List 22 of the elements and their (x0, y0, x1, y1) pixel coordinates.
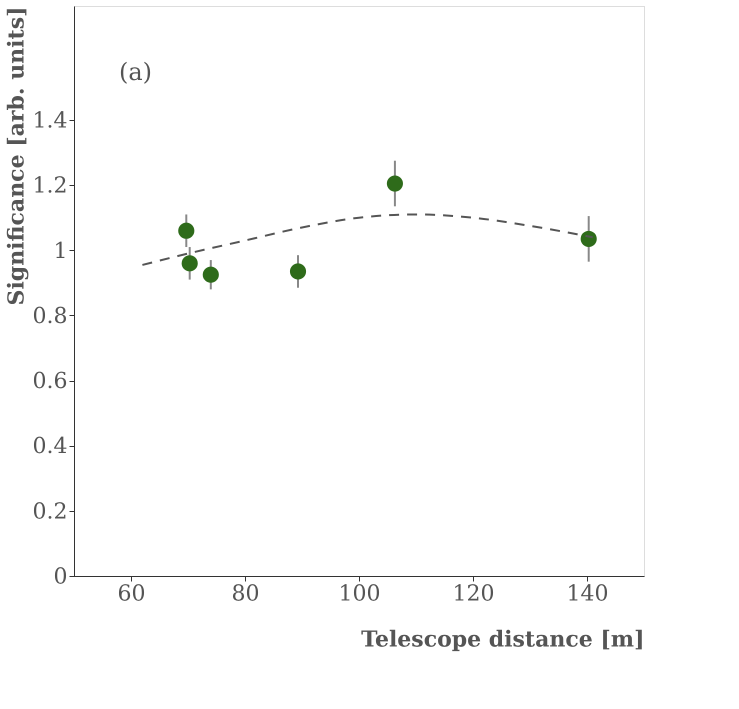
y-tick-label: 1.4 (32, 108, 68, 134)
point (386, 175, 403, 192)
x-axis-title: Telescope distance [m] (361, 626, 644, 652)
x-tick-label: 140 (566, 582, 608, 606)
y-tick-label: 0.8 (32, 304, 68, 329)
x-tick-label: 100 (338, 582, 380, 606)
y-tick-label: 0.4 (32, 434, 68, 460)
x-tick-label: 60 (118, 582, 146, 606)
point (580, 230, 597, 247)
y-axis-title: Significance [arb. units] (4, 6, 30, 306)
point (290, 263, 306, 280)
x-tick-label: 120 (452, 582, 494, 606)
x-tick-label: 80 (232, 582, 260, 606)
point (202, 266, 219, 283)
y-tick-label: 0.6 (32, 369, 68, 394)
y-tick-label: 0.2 (32, 499, 68, 524)
annotation: (a) (119, 58, 152, 86)
point (182, 255, 198, 272)
y-tick-label: 0 (54, 564, 68, 590)
point (178, 222, 194, 239)
y-tick-label: 1 (54, 238, 68, 264)
y-tick-label: 1.2 (32, 174, 68, 199)
